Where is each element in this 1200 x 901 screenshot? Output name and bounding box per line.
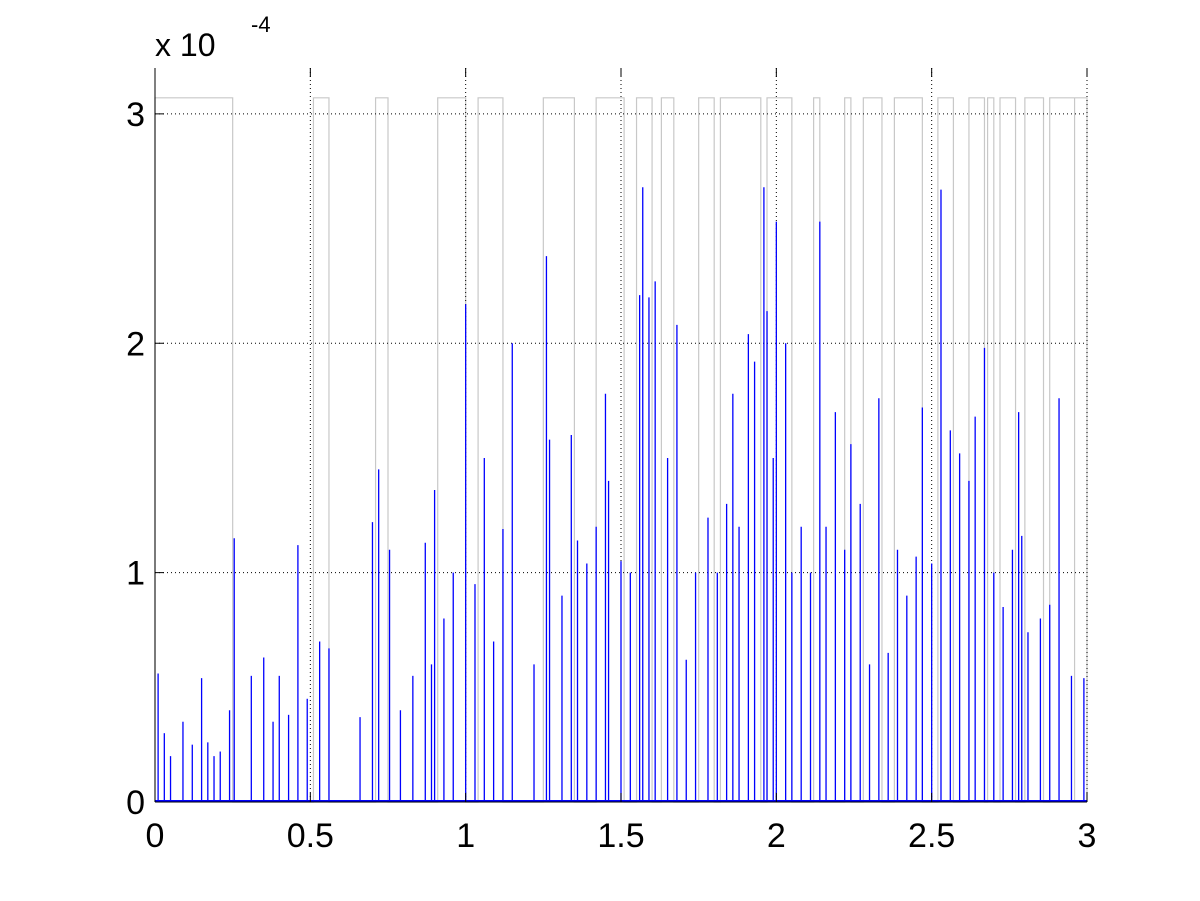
x-tick-label-4: 2 xyxy=(767,817,786,855)
x-tick-label-5: 2.5 xyxy=(908,817,955,855)
y-multiplier-label: x 10 xyxy=(155,27,215,63)
y-tick-label-1: 1 xyxy=(126,555,145,593)
y-tick-label-2: 2 xyxy=(126,325,145,363)
label-layer: 0 0.5 1 1.5 2 2.5 3 0 1 2 3 x 10 -4 xyxy=(126,12,1096,855)
y-tick-label-0: 0 xyxy=(126,784,145,822)
axis-layer xyxy=(154,68,1088,803)
x-tick-label-1: 0.5 xyxy=(287,817,334,855)
series-layer xyxy=(155,187,1087,802)
y-tick-label-3: 3 xyxy=(126,96,145,134)
x-tick-label-2: 1 xyxy=(456,817,475,855)
x-tick-label-3: 1.5 xyxy=(597,817,644,855)
x-tick-label-0: 0 xyxy=(146,817,165,855)
x-tick-label-6: 3 xyxy=(1078,817,1097,855)
y-multiplier-exponent: -4 xyxy=(251,12,271,37)
